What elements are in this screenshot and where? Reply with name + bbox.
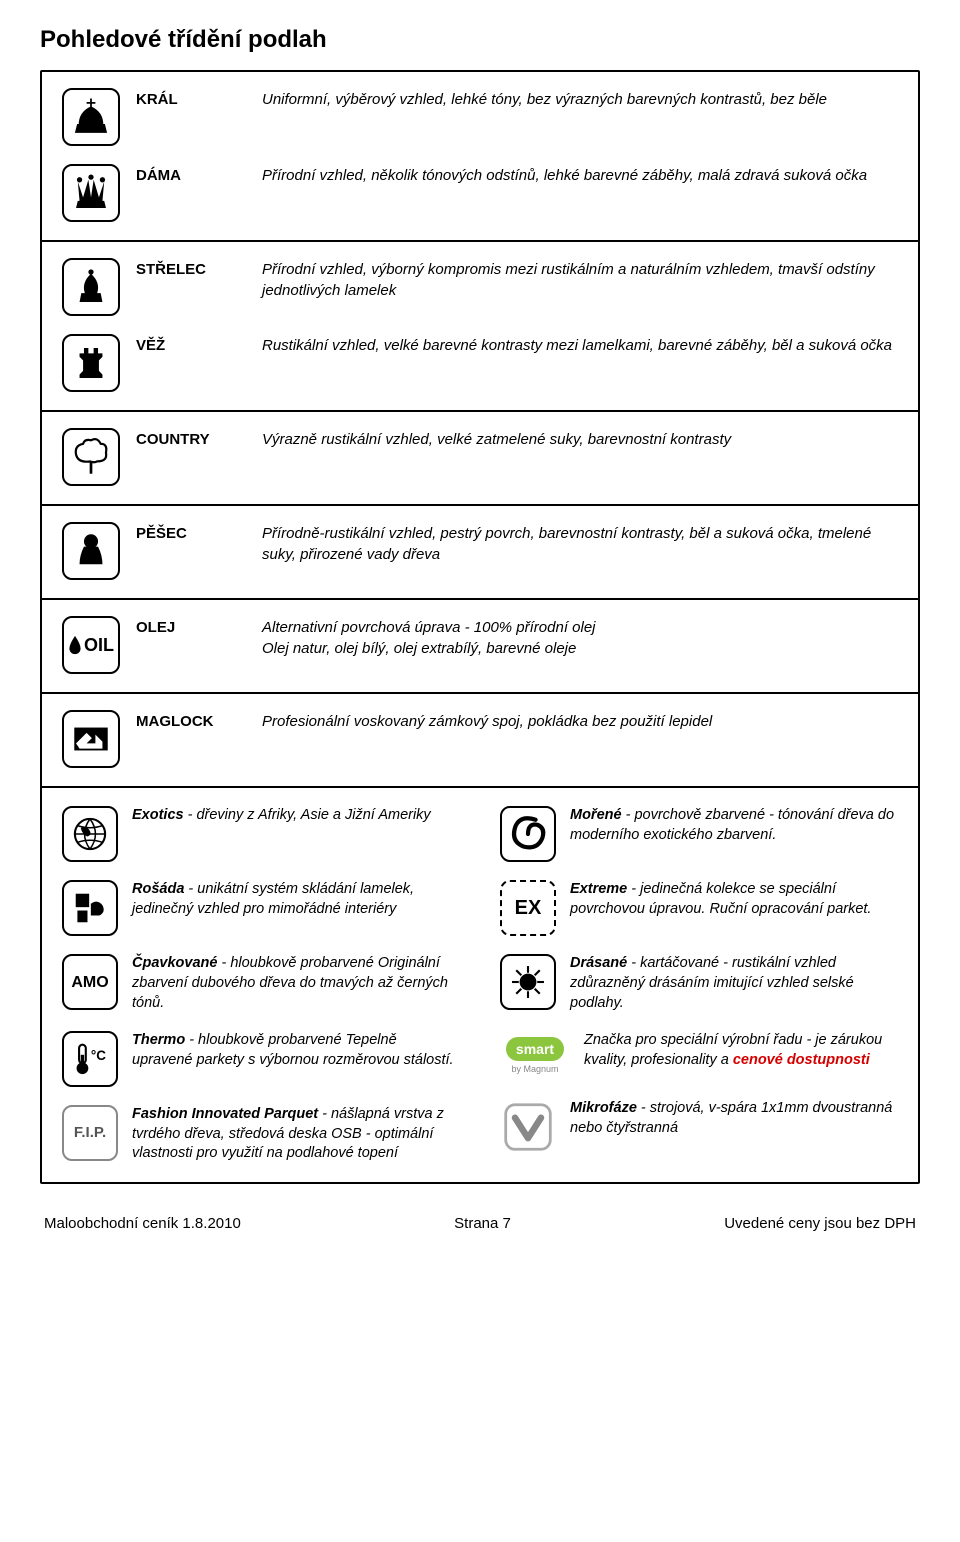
feature-item: Drásané - kartáčované - rustikální vzhle… <box>500 954 898 1013</box>
footer-center: Strana 7 <box>454 1214 511 1234</box>
grade-row: PĚŠEC Přírodně-rustikální vzhled, pestrý… <box>62 522 898 580</box>
page-title: Pohledové třídění podlah <box>40 24 920 56</box>
feature-item: Exotics - dřeviny z Afriky, Asie a Jižní… <box>62 806 460 862</box>
bishop-icon <box>62 258 120 316</box>
king-icon <box>62 88 120 146</box>
pawn-icon <box>62 522 120 580</box>
grade-desc: Alternativní povrchová úprava - 100% pří… <box>262 616 898 659</box>
oil-icon-label: OIL <box>84 633 114 657</box>
classification-table: KRÁL Uniformní, výběrový vzhled, lehké t… <box>40 70 920 1183</box>
spiral-icon <box>500 806 556 862</box>
grade-label: COUNTRY <box>136 428 246 450</box>
section-maglock: MAGLOCK Profesionální voskovaný zámkový … <box>42 694 918 788</box>
feature-item: °C Thermo - hloubkově probarvené Tepelně… <box>62 1031 460 1087</box>
smart-icon: smart by Magnum <box>500 1031 570 1081</box>
features-right-col: Mořené - povrchově zbarvené - tónování d… <box>500 806 898 1163</box>
section-pawn: PĚŠEC Přírodně-rustikální vzhled, pestrý… <box>42 506 918 600</box>
feature-text: Thermo - hloubkově probarvené Tepelně up… <box>132 1031 460 1070</box>
features-left-col: Exotics - dřeviny z Afriky, Asie a Jižní… <box>62 806 460 1163</box>
grade-row: DÁMA Přírodní vzhled, několik tónových o… <box>62 164 898 222</box>
feature-text: Drásané - kartáčované - rustikální vzhle… <box>570 954 898 1013</box>
feature-item: F.I.P. Fashion Innovated Parquet - nášla… <box>62 1105 460 1164</box>
feature-item: Mikrofáze - strojová, v-spára 1x1mm dvou… <box>500 1099 898 1155</box>
grade-label: STŘELEC <box>136 258 246 280</box>
tree-icon <box>62 428 120 486</box>
feature-text: Extreme - jedinečná kolekce se speciální… <box>570 880 898 919</box>
globe-icon <box>62 806 118 862</box>
rosada-icon <box>62 880 118 936</box>
grade-row: MAGLOCK Profesionální voskovaný zámkový … <box>62 710 898 768</box>
svg-text:°C: °C <box>91 1048 106 1063</box>
queen-icon <box>62 164 120 222</box>
grade-label: MAGLOCK <box>136 710 246 732</box>
brush-icon <box>500 954 556 1010</box>
ex-icon: EX <box>500 880 556 936</box>
feature-text: Fashion Innovated Parquet - nášlapná vrs… <box>132 1105 460 1164</box>
fip-icon: F.I.P. <box>62 1105 118 1161</box>
feature-text: Rošáda - unikátní systém skládání lamele… <box>132 880 460 919</box>
grade-desc: Přírodní vzhled, výborný kompromis mezi … <box>262 258 898 301</box>
grade-label: OLEJ <box>136 616 246 638</box>
maglock-icon <box>62 710 120 768</box>
footer-right: Uvedené ceny jsou bez DPH <box>724 1214 916 1234</box>
footer-left: Maloobchodní ceník 1.8.2010 <box>44 1214 241 1234</box>
feature-item: Rošáda - unikátní systém skládání lamele… <box>62 880 460 936</box>
grade-row: VĚŽ Rustikální vzhled, velké barevné kon… <box>62 334 898 392</box>
oil-icon: OIL <box>62 616 120 674</box>
feature-item: smart by Magnum Značka pro speciální výr… <box>500 1031 898 1081</box>
vgroove-icon <box>500 1099 556 1155</box>
grade-label: VĚŽ <box>136 334 246 356</box>
feature-text: Exotics - dřeviny z Afriky, Asie a Jižní… <box>132 806 460 826</box>
grade-desc: Přírodně-rustikální vzhled, pestrý povrc… <box>262 522 898 565</box>
grade-row: STŘELEC Přírodní vzhled, výborný komprom… <box>62 258 898 316</box>
page-footer: Maloobchodní ceník 1.8.2010 Strana 7 Uve… <box>40 1214 920 1234</box>
feature-text: Mořené - povrchově zbarvené - tónování d… <box>570 806 898 845</box>
thermo-icon: °C <box>62 1031 118 1087</box>
section-king-queen: KRÁL Uniformní, výběrový vzhled, lehké t… <box>42 72 918 242</box>
feature-item: AMO Čpavkované - hloubkově probarvené Or… <box>62 954 460 1013</box>
grade-row: OIL OLEJ Alternativní povrchová úprava -… <box>62 616 898 674</box>
feature-text: Čpavkované - hloubkově probarvené Origin… <box>132 954 460 1013</box>
features-grid: Exotics - dřeviny z Afriky, Asie a Jižní… <box>42 788 918 1181</box>
feature-text: Mikrofáze - strojová, v-spára 1x1mm dvou… <box>570 1099 898 1138</box>
section-country: COUNTRY Výrazně rustikální vzhled, velké… <box>42 412 918 506</box>
feature-item: EX Extreme - jedinečná kolekce se speciá… <box>500 880 898 936</box>
grade-row: KRÁL Uniformní, výběrový vzhled, lehké t… <box>62 88 898 146</box>
grade-desc: Profesionální voskovaný zámkový spoj, po… <box>262 710 898 732</box>
section-oil: OIL OLEJ Alternativní povrchová úprava -… <box>42 600 918 694</box>
grade-label: KRÁL <box>136 88 246 110</box>
rook-icon <box>62 334 120 392</box>
grade-desc: Přírodní vzhled, několik tónových odstín… <box>262 164 898 186</box>
grade-label: DÁMA <box>136 164 246 186</box>
feature-text: Značka pro speciální výrobní řadu - je z… <box>584 1031 898 1070</box>
amo-icon: AMO <box>62 954 118 1010</box>
section-bishop-rook: STŘELEC Přírodní vzhled, výborný komprom… <box>42 242 918 412</box>
feature-item: Mořené - povrchově zbarvené - tónování d… <box>500 806 898 862</box>
grade-row: COUNTRY Výrazně rustikální vzhled, velké… <box>62 428 898 486</box>
grade-desc: Výrazně rustikální vzhled, velké zatmele… <box>262 428 898 450</box>
grade-desc: Uniformní, výběrový vzhled, lehké tóny, … <box>262 88 898 110</box>
grade-desc: Rustikální vzhled, velké barevné kontras… <box>262 334 898 356</box>
grade-label: PĚŠEC <box>136 522 246 544</box>
